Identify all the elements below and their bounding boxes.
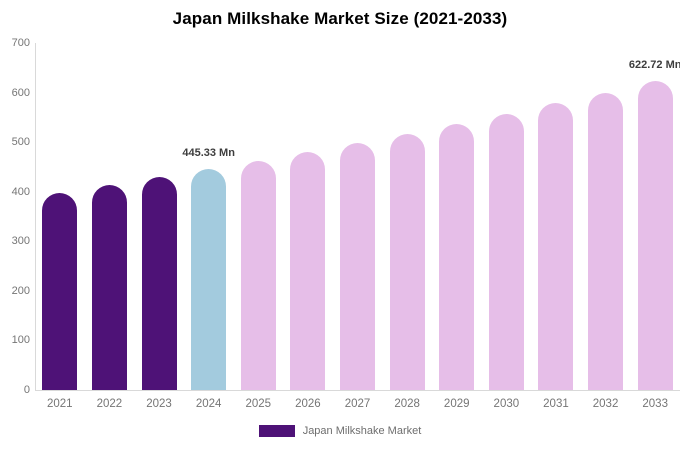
x-axis-tick-label: 2033: [642, 398, 668, 410]
y-axis-tick-label: 400: [11, 185, 30, 198]
y-axis-tick-label: 100: [11, 334, 30, 347]
x-axis-tick-label: 2030: [493, 398, 520, 410]
bar-2033: [637, 81, 673, 390]
y-axis-tick-label: 300: [11, 235, 30, 248]
bar-value-label: 622.72 Mn: [628, 59, 680, 72]
bar-2023: [141, 177, 177, 390]
y-axis-tick-label: 0: [23, 384, 30, 396]
x-axis-tick-label: 2029: [443, 398, 470, 410]
bar-2031: [538, 103, 574, 390]
y-axis-tick-label: 500: [11, 136, 30, 149]
x-axis-tick-label: 2032: [592, 398, 619, 410]
x-axis-tick-label: 2025: [245, 398, 272, 410]
bar-value-label: 445.33 Mn: [182, 147, 235, 160]
x-axis-tick-label: 2026: [295, 398, 321, 410]
bar-2024: [191, 169, 227, 390]
x-axis-tick-label: 2027: [344, 398, 371, 410]
bar-2028: [389, 133, 425, 390]
y-axis-tick-label: 600: [11, 86, 30, 99]
bar-2030: [488, 113, 524, 390]
chart-title: Japan Milkshake Market Size (2021-2033): [172, 9, 508, 28]
y-axis-tick-label: 700: [11, 37, 30, 49]
x-axis-tick-label: 2031: [543, 398, 569, 410]
x-axis-tick-label: 2028: [394, 398, 420, 410]
legend-swatch: [258, 425, 295, 437]
bar-2026: [290, 152, 326, 390]
x-axis-tick-label: 2021: [47, 398, 73, 410]
x-axis-line: [35, 390, 680, 391]
bar-2027: [340, 143, 375, 390]
bar-2029: [439, 124, 475, 390]
bar-2021: [42, 192, 78, 390]
y-axis-line: [35, 43, 36, 390]
x-axis-tick-label: 2022: [96, 398, 123, 410]
x-axis-tick-label: 2024: [195, 398, 222, 410]
bar-2032: [588, 92, 624, 390]
legend: Japan Milkshake Market: [0, 425, 680, 437]
bar-2025: [240, 160, 276, 390]
bar-2022: [91, 185, 127, 390]
x-axis-tick-label: 2023: [146, 398, 172, 410]
y-axis-tick-label: 200: [11, 284, 30, 297]
legend-label: Japan Milkshake Market: [302, 425, 422, 437]
